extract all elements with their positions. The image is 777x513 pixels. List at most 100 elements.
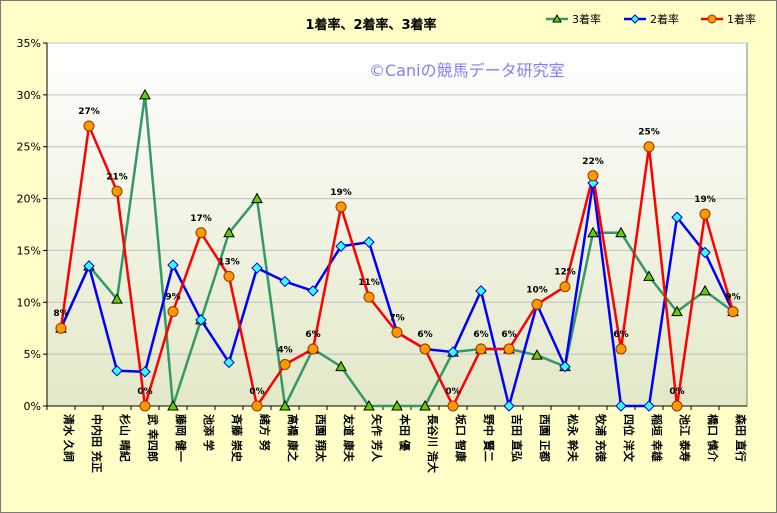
x-category-label: 中内田 充正 bbox=[90, 414, 104, 473]
data-label: 6% bbox=[417, 330, 432, 340]
series-3-point bbox=[111, 185, 123, 197]
data-label: 9% bbox=[725, 293, 740, 303]
series-1-point bbox=[279, 399, 291, 411]
series-3-point bbox=[727, 306, 739, 318]
series-3-point bbox=[335, 201, 347, 213]
data-label: 22% bbox=[582, 157, 604, 167]
legend-marker bbox=[552, 13, 562, 23]
series-1-point bbox=[531, 349, 543, 360]
x-category-label: 本田 優 bbox=[398, 414, 412, 452]
series-2-point bbox=[447, 346, 459, 358]
series-2-point bbox=[699, 246, 711, 259]
y-tick-label: 10% bbox=[17, 296, 41, 309]
x-category-label: 吉田 直弘 bbox=[510, 414, 524, 462]
x-category-label: 高橋 康之 bbox=[286, 414, 300, 462]
data-label: 0% bbox=[249, 387, 264, 397]
y-tick-label: 0% bbox=[24, 400, 41, 413]
series-3-point bbox=[559, 281, 571, 293]
x-category-label: 藤岡 健一 bbox=[174, 414, 188, 462]
series-1-point bbox=[699, 284, 711, 296]
data-label: 19% bbox=[694, 195, 716, 205]
x-category-label: 矢作 芳人 bbox=[370, 414, 384, 463]
data-label: 6% bbox=[305, 330, 320, 340]
data-label: 11% bbox=[358, 278, 380, 288]
series-3-point bbox=[391, 326, 403, 338]
y-tick-label: 30% bbox=[17, 89, 41, 102]
series-3-point bbox=[55, 322, 67, 334]
series-2-point bbox=[643, 400, 655, 412]
x-category-label: 西園 翔太 bbox=[314, 414, 328, 463]
legend-label: 3着率 bbox=[572, 12, 601, 26]
series-3-point bbox=[503, 343, 515, 355]
series-3-point bbox=[531, 298, 543, 310]
plot-area bbox=[46, 42, 748, 407]
series-3-point bbox=[447, 400, 459, 412]
x-category-label: 森田 直行 bbox=[734, 414, 748, 462]
data-label: 7% bbox=[389, 313, 404, 323]
series-3-point bbox=[475, 343, 487, 355]
x-category-label: 緒方 努 bbox=[258, 414, 272, 451]
x-category-label: 武 幸四郎 bbox=[146, 414, 160, 462]
series-1-point bbox=[671, 305, 683, 317]
x-category-label: 友道 康夫 bbox=[342, 414, 356, 463]
data-label: 12% bbox=[554, 268, 576, 278]
x-category-label: 杉山 晴紀 bbox=[118, 414, 132, 462]
series-3-point bbox=[587, 170, 599, 182]
series-2-point bbox=[251, 262, 263, 274]
legend-label: 1着率 bbox=[727, 12, 756, 26]
series-2-point bbox=[83, 260, 95, 272]
x-category-label: 四位 洋文 bbox=[622, 414, 636, 463]
data-label: 0% bbox=[669, 387, 684, 397]
data-label: 9% bbox=[165, 293, 180, 303]
chart-title: 1着率、2着率、3着率 bbox=[305, 17, 436, 33]
data-label: 25% bbox=[638, 128, 660, 138]
series-2-point bbox=[615, 400, 627, 412]
x-category-label: 坂口 智康 bbox=[454, 414, 468, 463]
series-3-point bbox=[363, 291, 375, 303]
series-2-point bbox=[279, 275, 291, 288]
series-3-point bbox=[699, 208, 711, 220]
series-1-point bbox=[251, 192, 263, 204]
y-tick-label: 25% bbox=[17, 141, 41, 154]
series-2-point bbox=[559, 360, 571, 373]
series-3-point bbox=[671, 400, 683, 412]
x-category-label: 野中 賢二 bbox=[482, 414, 496, 462]
legend-marker bbox=[707, 14, 717, 24]
data-label: 6% bbox=[473, 330, 488, 340]
legend: 3着率 2着率 1着率 bbox=[546, 12, 756, 26]
series-1-point bbox=[615, 226, 627, 238]
y-tick-label: 15% bbox=[17, 244, 41, 257]
series-2-point bbox=[223, 356, 235, 369]
series-1-point bbox=[335, 360, 347, 372]
x-category-label: 池添 学 bbox=[202, 414, 216, 451]
series-1-point bbox=[363, 399, 375, 411]
series-3-point bbox=[419, 343, 431, 355]
series-2-point bbox=[503, 400, 515, 412]
series-3-point bbox=[167, 306, 179, 318]
data-label: 17% bbox=[190, 214, 212, 224]
data-label: 8% bbox=[53, 309, 68, 319]
data-label: 0% bbox=[137, 387, 152, 397]
x-category-label: 松永 幹夫 bbox=[566, 414, 580, 463]
legend-marker bbox=[630, 14, 640, 24]
series-1-point bbox=[111, 293, 123, 304]
x-category-label: 橋口 慎介 bbox=[706, 414, 720, 463]
x-category-label: 稲垣 幸雄 bbox=[650, 414, 664, 462]
watermark: ©Caniの競馬データ研究室 bbox=[369, 61, 565, 80]
series-3-point bbox=[195, 227, 207, 239]
x-category-label: 長谷川 浩大 bbox=[426, 414, 440, 473]
legend-label: 2着率 bbox=[650, 12, 679, 26]
x-category-label: 牧浦 充徳 bbox=[594, 414, 608, 462]
series-2-point bbox=[475, 285, 487, 297]
series-1-point bbox=[587, 226, 599, 238]
series-2-point bbox=[111, 365, 123, 377]
data-label: 10% bbox=[526, 285, 548, 295]
series-2-point bbox=[195, 314, 207, 326]
series-2-point bbox=[307, 285, 319, 297]
series-1-point bbox=[167, 399, 179, 411]
data-label: 19% bbox=[330, 188, 352, 198]
series-1-point bbox=[223, 226, 235, 238]
series-3-point bbox=[279, 359, 291, 371]
series-3-point bbox=[615, 343, 627, 355]
